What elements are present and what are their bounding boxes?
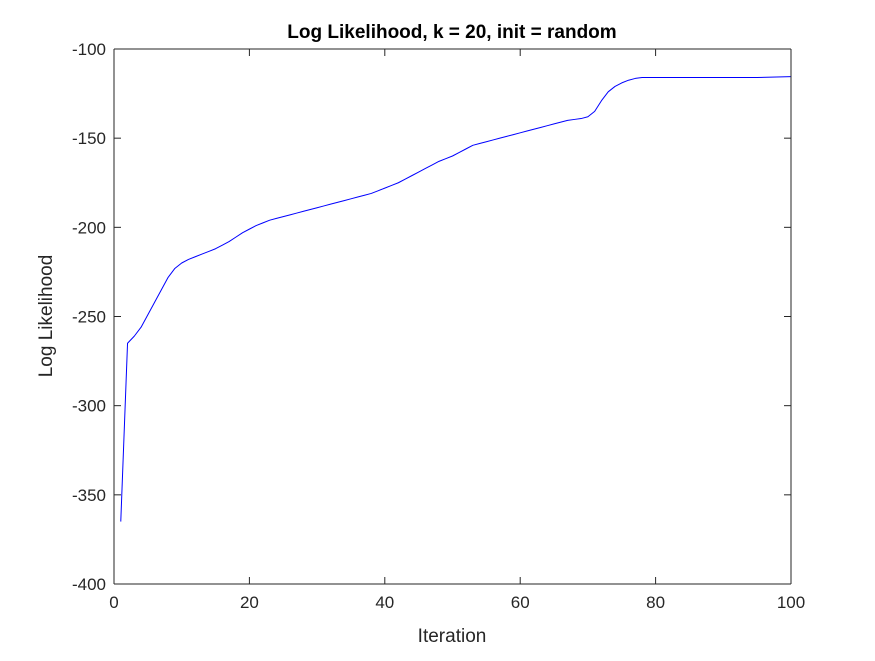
x-axis-label: Iteration (418, 626, 487, 647)
x-tick-label: 20 (240, 593, 259, 612)
y-axis-label: Log Likelihood (36, 255, 57, 378)
x-tick-label: 40 (375, 593, 394, 612)
x-tick-label: 100 (777, 593, 805, 612)
y-tick-label: -200 (72, 218, 106, 237)
ticks-layer: 0 20 40 60 80 100 -400 -350 -300 -250 -200 -150 -100 (72, 40, 805, 612)
series-layer (120, 76, 792, 522)
series-line-1 (120, 76, 792, 522)
x-tick-label: 80 (646, 593, 665, 612)
x-tick-label: 0 (109, 593, 118, 612)
plot-area (114, 49, 791, 584)
x-tick-label: 60 (511, 593, 530, 612)
y-tick-label: -300 (72, 397, 106, 416)
y-tick-label: -350 (72, 486, 106, 505)
y-tick-label: -250 (72, 308, 106, 327)
y-tick-label: -150 (72, 129, 106, 148)
y-tick-label: -100 (72, 40, 106, 59)
y-tick-label: -400 (72, 575, 106, 594)
chart-title: Log Likelihood, k = 20, init = random (287, 22, 616, 43)
